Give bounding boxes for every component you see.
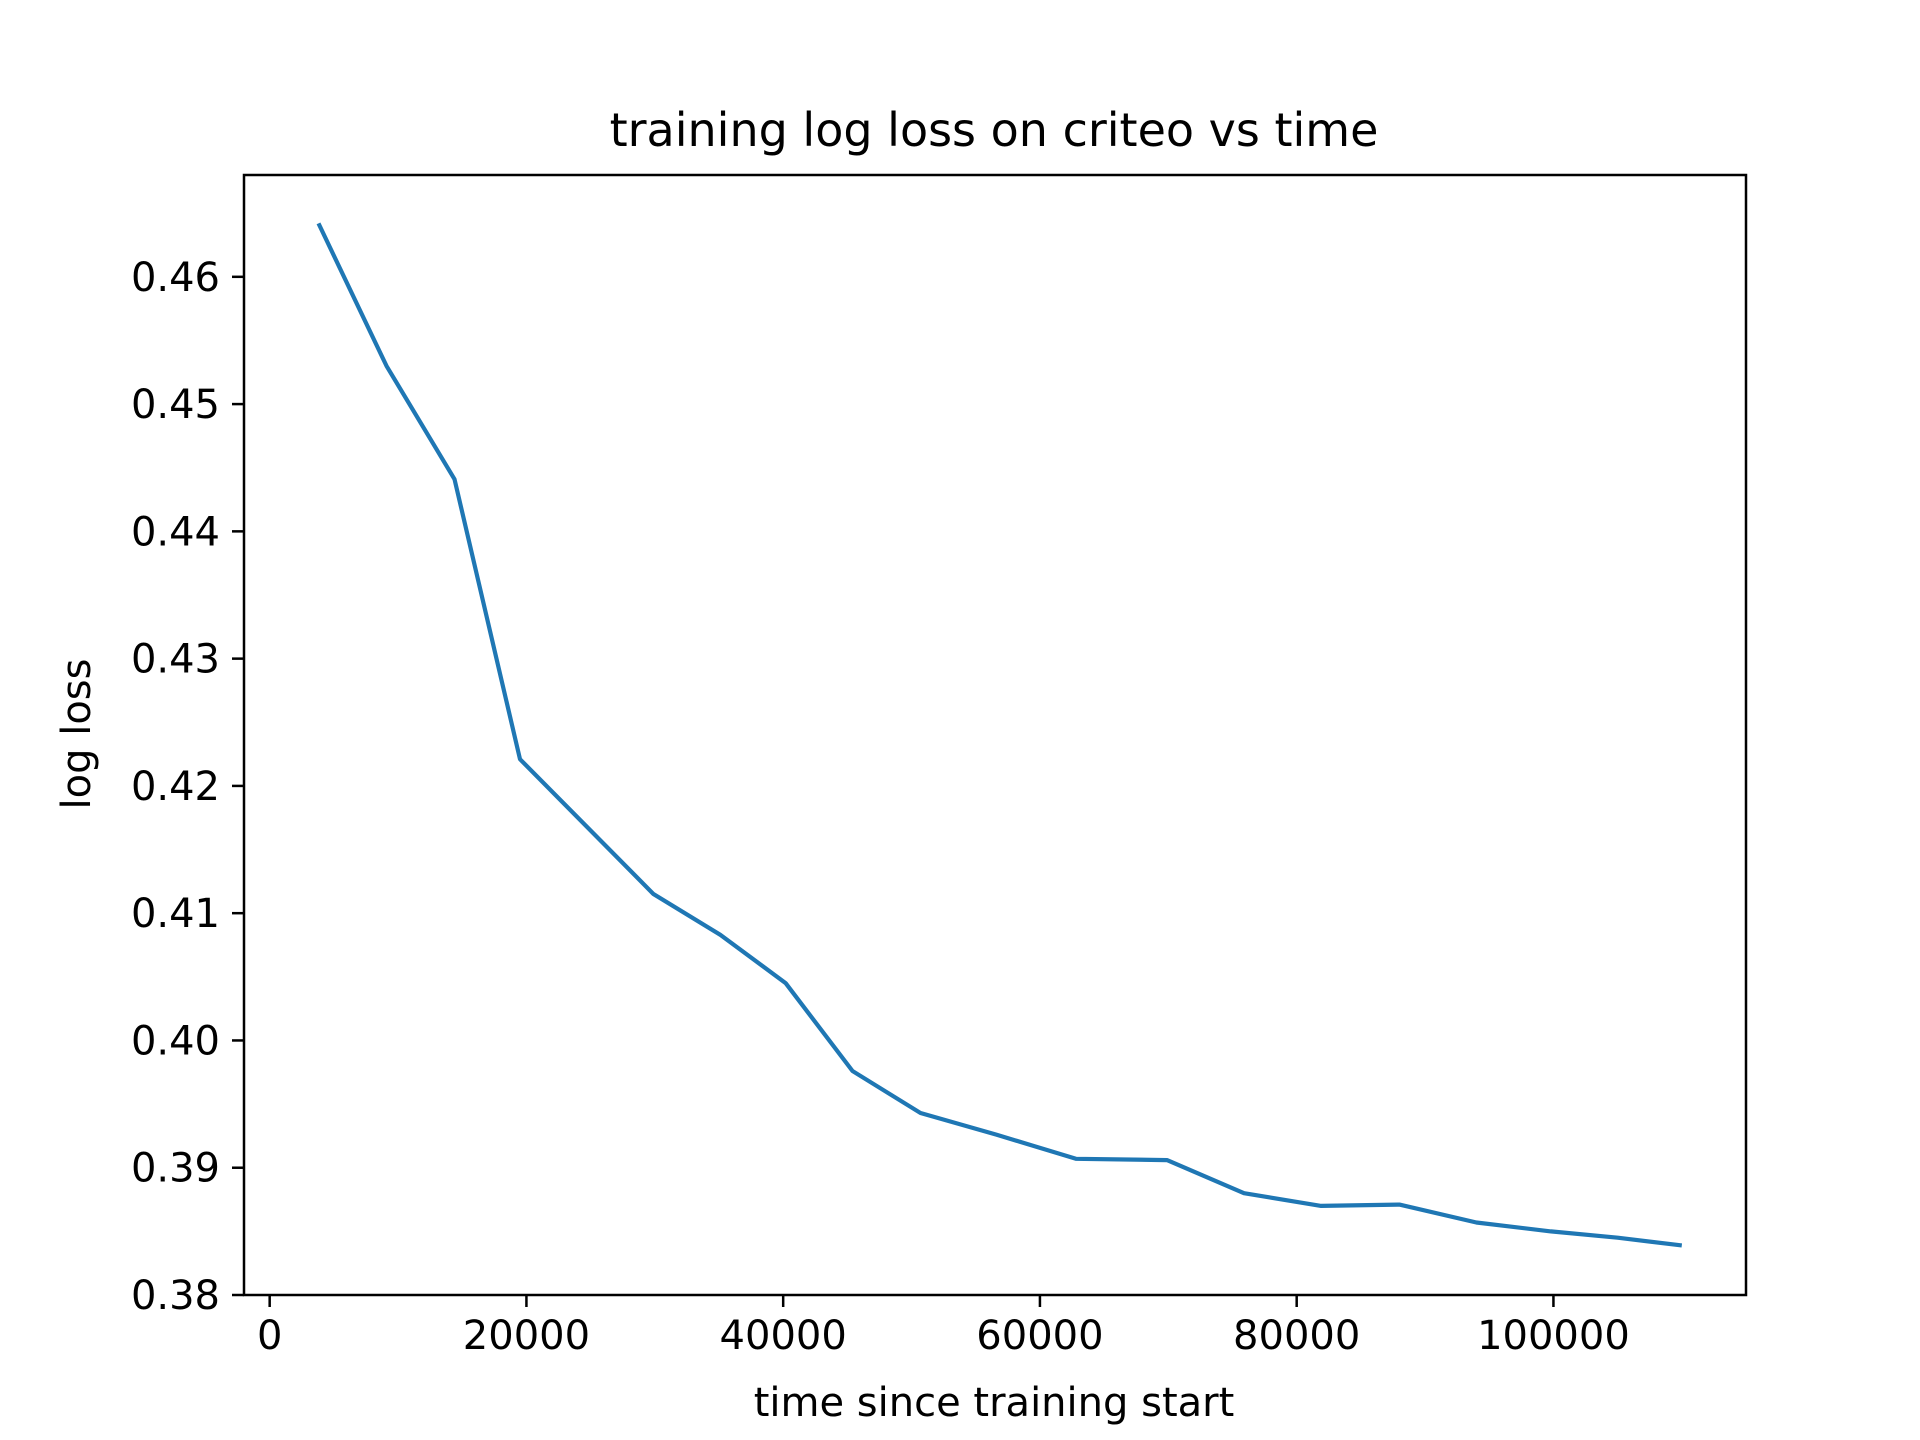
y-tick-label: 0.40 bbox=[131, 1018, 220, 1064]
x-axis-label: time since training start bbox=[754, 1380, 1235, 1426]
chart-title: training log loss on criteo vs time bbox=[610, 103, 1379, 157]
y-tick-label: 0.41 bbox=[131, 891, 220, 937]
y-tick-label: 0.42 bbox=[131, 764, 220, 810]
y-tick-label: 0.46 bbox=[131, 255, 220, 301]
y-tick-label: 0.45 bbox=[131, 382, 220, 428]
series-line-0 bbox=[316, 222, 1683, 1248]
y-axis: 0.38 0.39 0.40 0.41 0.42 0.43 0.44 0.45 0.46 bbox=[131, 255, 244, 1319]
x-tick-label: 100000 bbox=[1477, 1313, 1630, 1359]
y-tick-label: 0.44 bbox=[131, 509, 220, 555]
y-axis-label: log loss bbox=[54, 659, 100, 810]
x-tick-label: 40000 bbox=[720, 1313, 847, 1359]
axes-frame bbox=[242, 173, 1748, 1297]
x-tick-label: 20000 bbox=[463, 1313, 590, 1359]
x-axis: 0 20000 40000 60000 80000 100000 bbox=[257, 1295, 1630, 1359]
x-tick-label: 0 bbox=[257, 1313, 282, 1359]
y-tick-label: 0.39 bbox=[131, 1146, 220, 1192]
x-tick-label: 80000 bbox=[1233, 1313, 1360, 1359]
y-tick-label: 0.38 bbox=[131, 1273, 220, 1319]
plot-area bbox=[316, 222, 1683, 1248]
x-tick-label: 60000 bbox=[976, 1313, 1103, 1359]
y-tick-label: 0.43 bbox=[131, 637, 220, 683]
